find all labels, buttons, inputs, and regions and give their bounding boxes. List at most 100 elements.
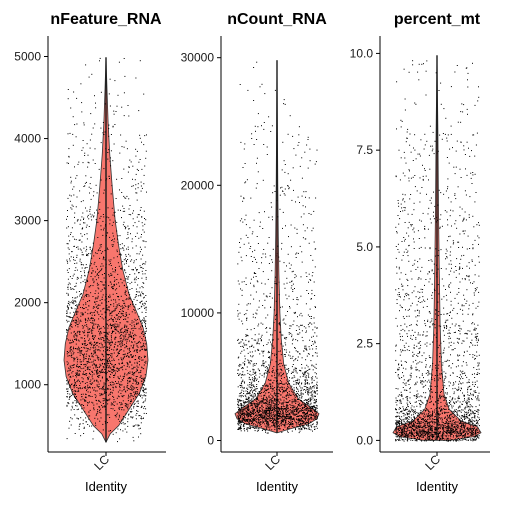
data-point <box>294 406 296 408</box>
data-point <box>128 265 130 267</box>
data-point <box>105 353 107 355</box>
data-point <box>75 325 76 327</box>
data-point <box>89 139 91 141</box>
data-point <box>88 342 90 344</box>
data-point <box>308 418 310 419</box>
data-point <box>113 371 115 372</box>
data-point <box>298 382 300 384</box>
data-point <box>76 396 77 398</box>
data-point <box>118 377 120 379</box>
data-point <box>67 98 69 100</box>
data-point <box>121 334 123 336</box>
data-point <box>98 288 100 290</box>
data-point <box>143 342 145 344</box>
data-point <box>66 335 68 337</box>
data-point <box>103 287 105 289</box>
data-point <box>246 334 248 336</box>
data-point <box>254 388 256 390</box>
data-point <box>244 358 246 360</box>
data-point <box>118 396 120 398</box>
data-point <box>92 322 94 324</box>
data-point <box>252 407 254 409</box>
data-point <box>286 373 288 375</box>
data-point <box>108 414 110 416</box>
data-point <box>125 278 127 280</box>
data-point <box>111 360 113 362</box>
data-point <box>257 411 258 413</box>
data-point <box>131 259 133 261</box>
data-point <box>107 346 109 348</box>
data-point <box>247 407 248 409</box>
data-point <box>258 419 260 421</box>
data-point <box>138 340 140 342</box>
data-point <box>266 295 268 297</box>
data-point <box>124 293 126 295</box>
data-point <box>250 420 252 422</box>
data-point <box>99 420 101 422</box>
data-point <box>272 353 274 355</box>
data-point <box>255 390 257 392</box>
data-point <box>128 166 130 168</box>
data-point <box>135 296 137 297</box>
data-point <box>86 296 88 297</box>
data-point <box>106 379 108 381</box>
data-point <box>88 356 90 358</box>
data-point <box>94 352 96 354</box>
data-point <box>100 364 102 366</box>
data-point <box>301 177 303 179</box>
data-point <box>287 388 289 390</box>
data-point <box>81 347 83 348</box>
data-point <box>126 195 128 197</box>
data-point <box>284 342 286 344</box>
data-point <box>138 328 140 330</box>
data-point <box>259 338 261 340</box>
data-point <box>284 383 286 385</box>
data-point <box>125 413 127 415</box>
data-point <box>310 316 312 317</box>
data-point <box>121 327 123 329</box>
data-point <box>109 160 111 162</box>
data-point <box>89 319 91 321</box>
data-point <box>127 337 129 339</box>
data-point <box>266 344 268 345</box>
data-point <box>292 404 294 406</box>
data-point <box>263 373 265 374</box>
data-point <box>99 408 101 410</box>
data-point <box>111 369 113 371</box>
data-point <box>126 356 128 357</box>
data-point <box>108 259 110 261</box>
data-point <box>300 400 302 402</box>
data-point <box>260 418 262 420</box>
data-point <box>284 416 286 418</box>
data-point <box>93 195 94 197</box>
data-point <box>87 378 89 380</box>
data-point <box>255 273 257 274</box>
data-point <box>87 391 89 393</box>
data-point <box>286 387 288 389</box>
data-point <box>239 424 241 426</box>
data-point <box>143 335 144 337</box>
data-point <box>273 339 274 341</box>
data-point <box>73 348 75 350</box>
data-point <box>102 214 104 215</box>
data-point <box>251 360 253 362</box>
data-point <box>126 314 128 316</box>
data-point <box>136 199 138 201</box>
data-point <box>121 407 123 408</box>
data-point <box>89 395 91 397</box>
data-point <box>143 318 145 320</box>
data-point <box>305 348 307 350</box>
data-point <box>103 389 105 391</box>
data-point <box>77 339 79 341</box>
data-point <box>245 398 247 400</box>
data-point <box>278 421 280 423</box>
data-point <box>263 364 265 366</box>
data-point <box>264 402 266 403</box>
data-point <box>248 414 250 416</box>
data-point <box>314 340 316 342</box>
data-point <box>67 396 68 398</box>
data-point <box>95 107 97 109</box>
data-point <box>133 366 135 368</box>
data-point <box>85 355 87 357</box>
data-point <box>244 387 245 389</box>
